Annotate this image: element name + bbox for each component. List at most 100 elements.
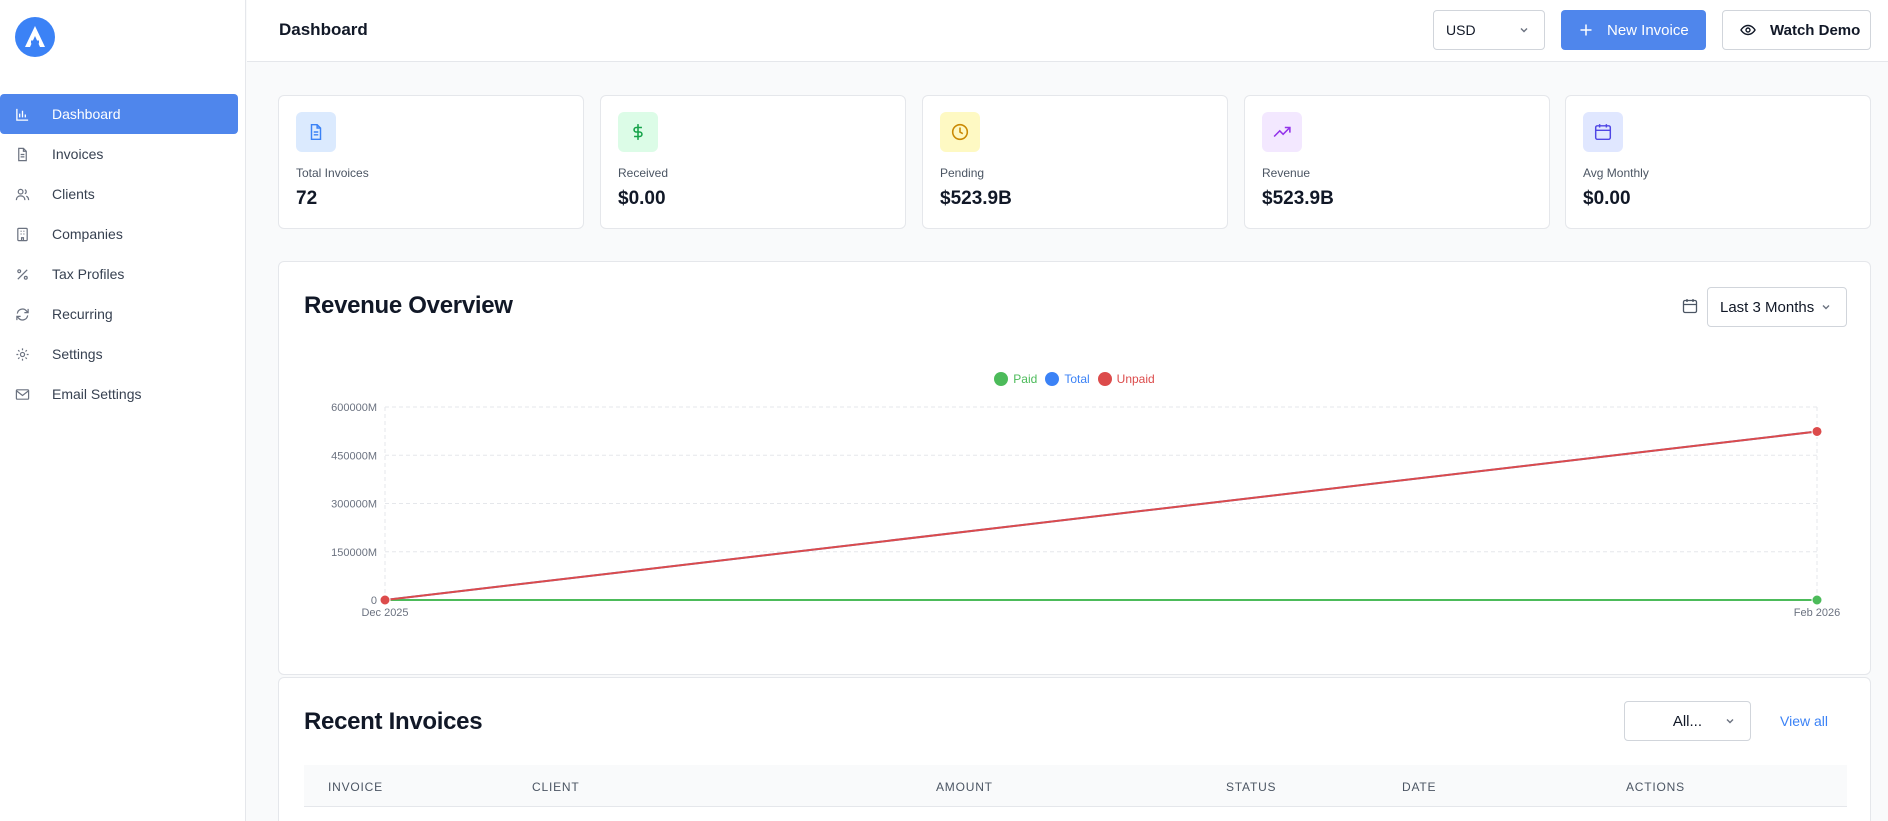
stat-card-received: Received $0.00: [600, 95, 906, 229]
file-text-icon: [18, 147, 27, 161]
data-point-unpaid: [1811, 425, 1823, 437]
sidebar-item-dashboard[interactable]: Dashboard: [0, 94, 238, 134]
eye-icon: [1740, 24, 1756, 36]
column-header-amount[interactable]: AMOUNT: [936, 780, 993, 794]
currency-value: USD: [1446, 22, 1476, 38]
building-icon: [17, 227, 28, 241]
column-header-invoice[interactable]: INVOICE: [328, 780, 383, 794]
dollar-icon: [633, 124, 643, 140]
sidebar-item-tax-profiles[interactable]: Tax Profiles: [0, 254, 238, 294]
legend-item-total[interactable]: Total: [1045, 372, 1090, 386]
users-icon: [15, 188, 30, 200]
chevron-down-icon: [1822, 305, 1830, 310]
mail-icon: [15, 388, 30, 400]
stat-card-total-invoices: Total Invoices 72: [278, 95, 584, 229]
view-all-link[interactable]: View all: [1780, 713, 1828, 729]
sidebar-item-companies[interactable]: Companies: [0, 214, 238, 254]
watch-demo-button[interactable]: Watch Demo: [1722, 10, 1871, 50]
sidebar-item-label: Dashboard: [52, 106, 121, 122]
app-logo[interactable]: [15, 17, 55, 57]
trending-up-icon: [1273, 126, 1291, 138]
stat-value: 72: [296, 188, 318, 209]
data-point-unpaid: [379, 594, 391, 606]
clock-icon: [951, 123, 969, 141]
legend-item-unpaid[interactable]: Unpaid: [1097, 372, 1155, 386]
stat-card-avg-monthly: Avg Monthly $0.00: [1565, 95, 1871, 229]
new-invoice-button[interactable]: New Invoice: [1561, 10, 1706, 50]
calendar-icon: [1682, 299, 1698, 314]
file-text-icon: [310, 123, 322, 141]
y-tick-label: 600000M: [331, 402, 377, 414]
percent-icon: [17, 268, 28, 280]
y-tick-label: 300000M: [331, 499, 377, 511]
status-filter-value: All...: [1672, 712, 1702, 730]
legend-swatch: [994, 372, 1009, 386]
sidebar: Dashboard Invoices Clients Companies Tax…: [0, 0, 246, 821]
calendar-icon: [1594, 124, 1612, 141]
new-invoice-label: New Invoice: [1607, 21, 1689, 39]
stat-card-pending: Pending $523.9B: [922, 95, 1228, 229]
stat-value: $523.9B: [1262, 188, 1334, 209]
sidebar-item-recurring[interactable]: Recurring: [0, 294, 238, 334]
revenue-overview-title: Revenue Overview: [304, 292, 513, 319]
sidebar-item-label: Invoices: [52, 146, 104, 162]
x-tick-label: Feb 2026: [1794, 607, 1840, 619]
sidebar-item-clients[interactable]: Clients: [0, 174, 238, 214]
sidebar-item-label: Settings: [52, 346, 103, 362]
stat-label: Revenue: [1262, 166, 1311, 180]
recent-invoices-panel: Recent Invoices All... View all INVOICE …: [278, 677, 1871, 821]
y-tick-label: 450000M: [331, 450, 377, 462]
revenue-overview-panel: Revenue Overview Last 3 Months Paid Tota…: [278, 261, 1871, 675]
sidebar-nav: Dashboard Invoices Clients Companies Tax…: [0, 94, 246, 414]
stat-label: Total Invoices: [296, 166, 369, 180]
revenue-line-chart: 0 150000M 300000M 450000M 600000M Dec 2025 Feb…: [331, 402, 1840, 619]
date-range-select[interactable]: Last 3 Months: [1707, 287, 1847, 327]
chevron-down-icon: [1726, 719, 1734, 724]
plus-icon: [1580, 24, 1592, 36]
stat-label: Pending: [940, 166, 985, 180]
legend-swatch: [1045, 372, 1060, 386]
gear-icon: [16, 347, 29, 361]
sidebar-item-label: Clients: [52, 186, 95, 202]
stat-label: Received: [618, 166, 669, 180]
y-tick-label: 150000M: [331, 547, 377, 559]
stat-icon-wrap: [618, 112, 658, 152]
currency-select[interactable]: USD: [1433, 10, 1545, 50]
x-tick-label: Dec 2025: [361, 607, 408, 619]
sidebar-item-label: Recurring: [52, 306, 113, 322]
sidebar-item-invoices[interactable]: Invoices: [0, 134, 238, 174]
invoices-table-header: INVOICE CLIENT AMOUNT STATUS DATE ACTION…: [304, 765, 1847, 807]
column-header-actions[interactable]: ACTIONS: [1626, 780, 1685, 794]
legend-item-paid[interactable]: Paid: [994, 372, 1037, 386]
stat-label: Avg Monthly: [1583, 166, 1649, 180]
column-header-status[interactable]: STATUS: [1226, 780, 1277, 794]
logo-a-icon: [25, 26, 45, 47]
stat-icon-wrap: [1583, 112, 1623, 152]
column-header-client[interactable]: CLIENT: [532, 780, 580, 794]
sidebar-item-settings[interactable]: Settings: [0, 334, 238, 374]
column-header-date[interactable]: DATE: [1402, 780, 1437, 794]
watch-demo-label: Watch Demo: [1770, 21, 1861, 39]
stat-card-revenue: Revenue $523.9B: [1244, 95, 1550, 229]
legend-label: Total: [1064, 372, 1090, 386]
top-header: Dashboard USD New Invoice Watch Demo: [247, 0, 1888, 62]
stat-icon-wrap: [940, 112, 980, 152]
stat-icon-wrap: [296, 112, 336, 152]
refresh-icon: [16, 307, 29, 321]
chevron-down-icon: [1520, 28, 1528, 33]
series-line-unpaid: [384, 430, 1818, 601]
sidebar-item-email-settings[interactable]: Email Settings: [0, 374, 238, 414]
data-point-paid: [1811, 594, 1823, 606]
stat-icon-wrap: [1262, 112, 1302, 152]
sidebar-item-label: Tax Profiles: [52, 266, 125, 282]
status-filter-select[interactable]: All...: [1624, 701, 1751, 741]
stat-value: $523.9B: [940, 188, 1012, 209]
chart-legend: Paid Total Unpaid: [279, 372, 1870, 386]
bar-chart-icon: [16, 108, 29, 121]
sidebar-item-label: Email Settings: [52, 386, 142, 402]
stat-value: $0.00: [1583, 188, 1631, 209]
legend-label: Unpaid: [1116, 372, 1155, 386]
date-range-value: Last 3 Months: [1720, 298, 1815, 316]
y-tick-label: 0: [371, 595, 377, 607]
sidebar-item-label: Companies: [52, 226, 123, 242]
